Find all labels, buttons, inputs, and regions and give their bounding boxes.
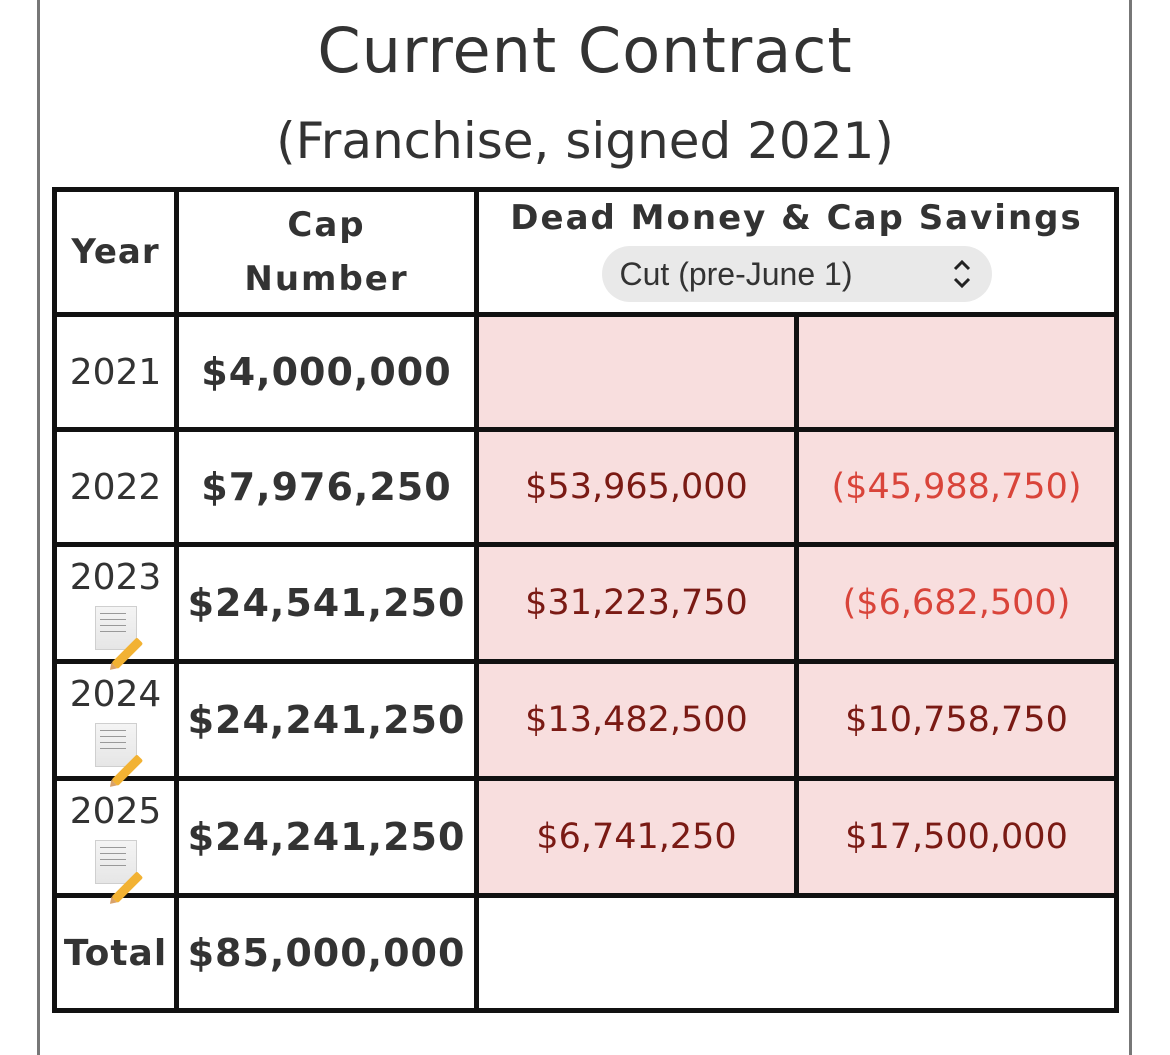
cap-savings-cell: ($6,682,500) [793, 542, 1120, 664]
dead-money-cell: $53,965,000 [474, 427, 799, 547]
year-cell: 2022 [52, 427, 179, 547]
right-border [1129, 0, 1132, 1055]
dead-money-title: Dead Money & Cap Savings [510, 198, 1083, 238]
scenario-select-value: Cut (pre-June 1) [619, 256, 853, 292]
year-value: 2025 [69, 791, 162, 832]
dead-money-cell: $31,223,750 [474, 542, 799, 664]
cap-savings-cell [793, 312, 1120, 432]
total-cap-value: $85,000,000 [174, 893, 479, 1013]
dead-money-cell: $13,482,500 [474, 659, 799, 781]
total-row: Total $85,000,000 [52, 893, 1120, 1013]
year-value: 2021 [69, 351, 162, 393]
year-value: 2022 [69, 466, 162, 508]
scenario-select[interactable]: Cut (pre-June 1) [601, 246, 992, 302]
page-title: Current Contract [317, 14, 853, 87]
table-row: 2025 $24,241,250 $6,741,250 $17,500,000 [52, 776, 1120, 904]
year-cell: 2024 [52, 659, 179, 787]
cap-number-cell: $24,541,250 [174, 542, 479, 664]
chevron-up-down-icon [950, 246, 974, 321]
cap-savings-cell: $10,758,750 [793, 659, 1120, 781]
cap-header-line2: Number [244, 259, 409, 299]
total-label: Total [52, 893, 179, 1013]
cap-number-cell: $24,241,250 [174, 776, 479, 898]
cap-number-header: Cap Number [174, 187, 479, 317]
dead-money-cell [474, 312, 799, 432]
dead-money-cell: $6,741,250 [474, 776, 799, 898]
year-value: 2024 [69, 674, 162, 715]
memo-note-icon[interactable] [94, 606, 143, 670]
table-row: 2021 $4,000,000 [52, 312, 1120, 432]
year-value: 2023 [69, 557, 162, 598]
dead-money-header: Dead Money & Cap Savings Cut (pre-June 1… [473, 187, 1120, 317]
year-cell: 2021 [52, 312, 179, 432]
table-row: 2024 $24,241,250 $13,482,500 $10,758,750 [52, 659, 1120, 787]
page-subtitle: (Franchise, signed 2021) [276, 112, 894, 170]
cap-number-cell: $7,976,250 [174, 427, 479, 547]
year-cell: 2023 [52, 542, 179, 670]
memo-note-icon[interactable] [94, 840, 143, 904]
total-empty-cell [473, 893, 1120, 1013]
table-row: 2022 $7,976,250 $53,965,000 ($45,988,750) [52, 427, 1120, 547]
year-cell: 2025 [52, 776, 179, 904]
cap-savings-cell: ($45,988,750) [793, 427, 1120, 547]
left-border [37, 0, 40, 1055]
cap-savings-cell: $17,500,000 [793, 776, 1120, 898]
cap-header-line1: Cap [287, 205, 366, 245]
header-row: Year Cap Number Dead Money & Cap Savings… [52, 187, 1120, 317]
contract-table: Year Cap Number Dead Money & Cap Savings… [52, 187, 1120, 1013]
table-row: 2023 $24,541,250 $31,223,750 ($6,682,500) [52, 542, 1120, 670]
memo-note-icon[interactable] [94, 723, 143, 787]
year-header: Year [52, 187, 179, 317]
cap-number-cell: $4,000,000 [174, 312, 479, 432]
cap-number-cell: $24,241,250 [174, 659, 479, 781]
